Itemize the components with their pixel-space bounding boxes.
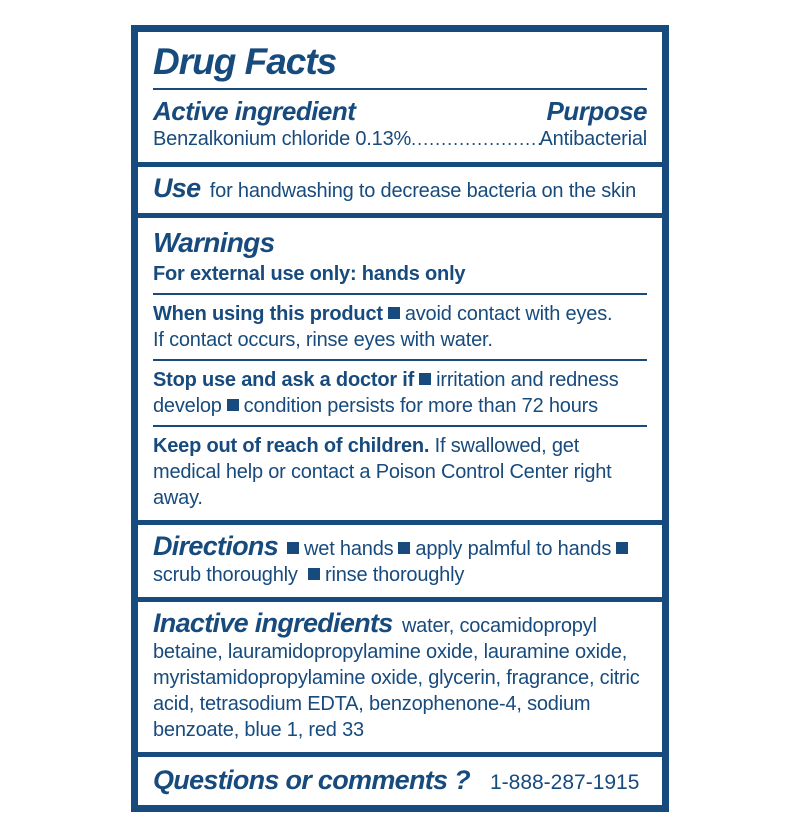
contact-heading: Questions or comments ? [153,765,471,795]
external-use-warning: For external use only: hands only [153,263,466,285]
bullet-square-icon [287,542,300,554]
purpose-heading: Purpose [546,96,647,126]
stop-use-paragraph: Stop use and ask a doctor if irritation a… [153,367,647,419]
directions-bullet-1: wet hands [304,538,394,560]
directions-paragraph: Directions wet hands apply palmful to hand… [153,533,647,588]
section-directions: Directions wet hands apply palmful to hand… [138,520,662,597]
bullet-square-icon [387,307,400,319]
stop-use-bullet-2: condition persists for more than 72 hour… [243,395,598,417]
active-ingredient-name: Benzalkonium chloride 0.13% [153,128,412,150]
stop-use-bullet-1: irritation and redness develop [153,369,619,417]
section-warnings: Warnings For external use only: hands on… [138,213,662,520]
contact-row: Questions or comments ? 1-888-287-1915 [153,765,647,796]
inactive-paragraph: Inactive ingredients water, cocamidoprop… [153,610,647,743]
active-ingredient-row: Benzalkonium chloride 0.13% ............… [153,126,647,153]
directions-bullet-4: rinse thoroughly [325,564,465,586]
bullet-square-icon [398,542,411,554]
title-rule [153,88,647,90]
warnings-rule-3 [153,425,647,427]
inactive-heading: Inactive ingredients [153,608,393,638]
section-contact: Questions or comments ? 1-888-287-1915 [138,752,662,805]
warnings-rule-1 [153,293,647,295]
contact-phone: 1-888-287-1915 [489,771,640,794]
when-using-bullet-text: avoid contact with eyes. [404,303,613,325]
section-use: Use for handwashing to decrease bacteria… [138,162,662,213]
keep-out-lead: Keep out of reach of children. [153,435,430,457]
use-text: for handwashing to decrease bacteria on … [209,180,637,202]
active-ingredient-heading: Active ingredient [153,96,356,126]
bullet-square-icon [419,373,432,385]
warnings-heading: Warnings [153,227,275,258]
bullet-square-icon [226,399,239,411]
bullet-square-icon [616,542,629,554]
drug-facts-label: Drug Facts Active ingredient Purpose Ben… [131,25,669,812]
section-active-ingredient: Drug Facts Active ingredient Purpose Ben… [138,32,662,162]
when-using-lead: When using this product [153,303,383,325]
directions-bullet-2: apply palmful to hands [415,538,612,560]
use-paragraph: Use for handwashing to decrease bacteria… [153,175,647,204]
directions-bullet-3: scrub thoroughly [153,564,298,586]
stop-use-lead: Stop use and ask a doctor if [153,369,415,391]
directions-heading: Directions [153,531,279,561]
keep-out-text: If swallowed, get medical help or contac… [153,435,612,509]
dotted-leader: ........................................… [411,129,539,149]
when-using-paragraph: When using this product avoid contact wit… [153,301,647,353]
active-purpose-header-row: Active ingredient Purpose [153,96,647,126]
when-using-after-text: If contact occurs, rinse eyes with water… [153,329,493,351]
inactive-text: water, cocamidopropyl betaine, lauramido… [153,615,640,741]
drug-facts-title: Drug Facts [153,41,337,82]
use-heading: Use [153,173,201,203]
purpose-value: Antibacterial [539,128,648,150]
bullet-square-icon [308,568,321,580]
warnings-rule-2 [153,359,647,361]
section-inactive-ingredients: Inactive ingredients water, cocamidoprop… [138,597,662,752]
keep-out-paragraph: Keep out of reach of children. If swallo… [153,433,647,511]
